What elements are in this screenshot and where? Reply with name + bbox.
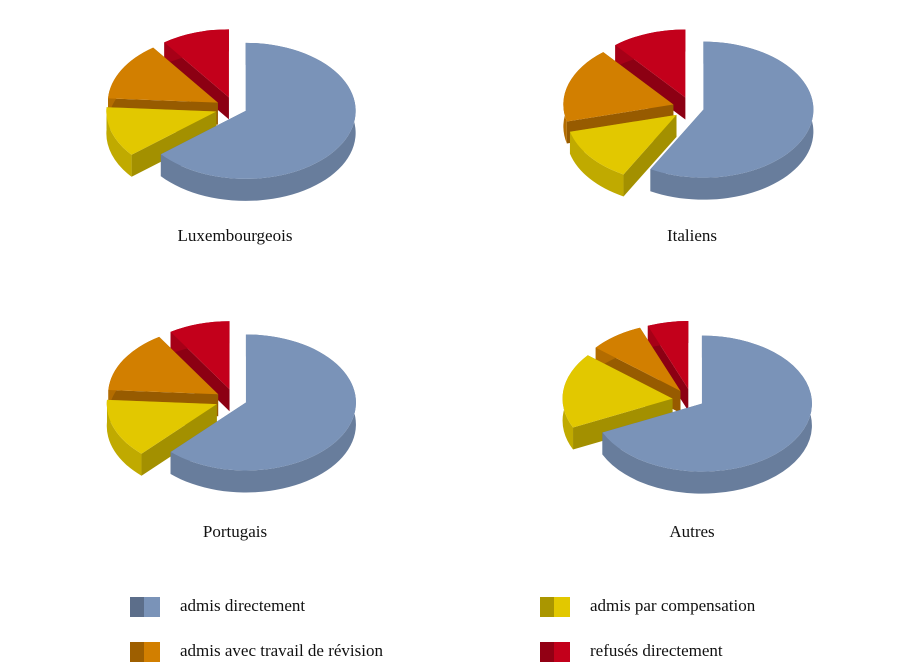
slice [647, 320, 689, 389]
slice [170, 321, 230, 390]
legend-swatch-side [130, 597, 144, 617]
slice-wall [170, 334, 356, 493]
pie [106, 321, 356, 493]
pie-title: Autres [669, 522, 714, 541]
slice [106, 399, 217, 454]
slice-wall [569, 131, 624, 197]
slice-wall [106, 107, 132, 177]
slice [108, 336, 219, 395]
slice [108, 47, 218, 103]
slice-side [573, 398, 673, 450]
pie-title: Italiens [667, 226, 717, 245]
slice [595, 327, 681, 391]
slice-wall [650, 41, 814, 200]
slice [160, 42, 356, 179]
slice [106, 107, 217, 155]
pie [106, 29, 356, 201]
legend-label: admis avec travail de révision [180, 641, 383, 660]
legend-label: admis par compensation [590, 596, 756, 615]
slice [562, 355, 673, 428]
legend-swatch-side [130, 642, 144, 662]
pie-title: Portugais [203, 522, 267, 541]
legend-label: admis directement [180, 596, 305, 615]
legend-swatch [554, 597, 570, 617]
slice [563, 52, 674, 122]
slice [650, 41, 814, 178]
slice [164, 29, 229, 98]
slice [602, 335, 812, 472]
slice [615, 29, 686, 98]
slice-wall [160, 42, 356, 201]
pie [562, 320, 812, 494]
legend-swatch [554, 642, 570, 662]
legend-swatch [144, 597, 160, 617]
legend-swatch-side [540, 597, 554, 617]
pie-title: Luxembourgeois [178, 226, 293, 245]
legend-label: refusés directement [590, 641, 723, 660]
legend-swatch [144, 642, 160, 662]
pie [563, 29, 814, 200]
slice [569, 114, 677, 175]
slice-wall [106, 399, 142, 476]
slice [170, 334, 356, 471]
legend-swatch-side [540, 642, 554, 662]
